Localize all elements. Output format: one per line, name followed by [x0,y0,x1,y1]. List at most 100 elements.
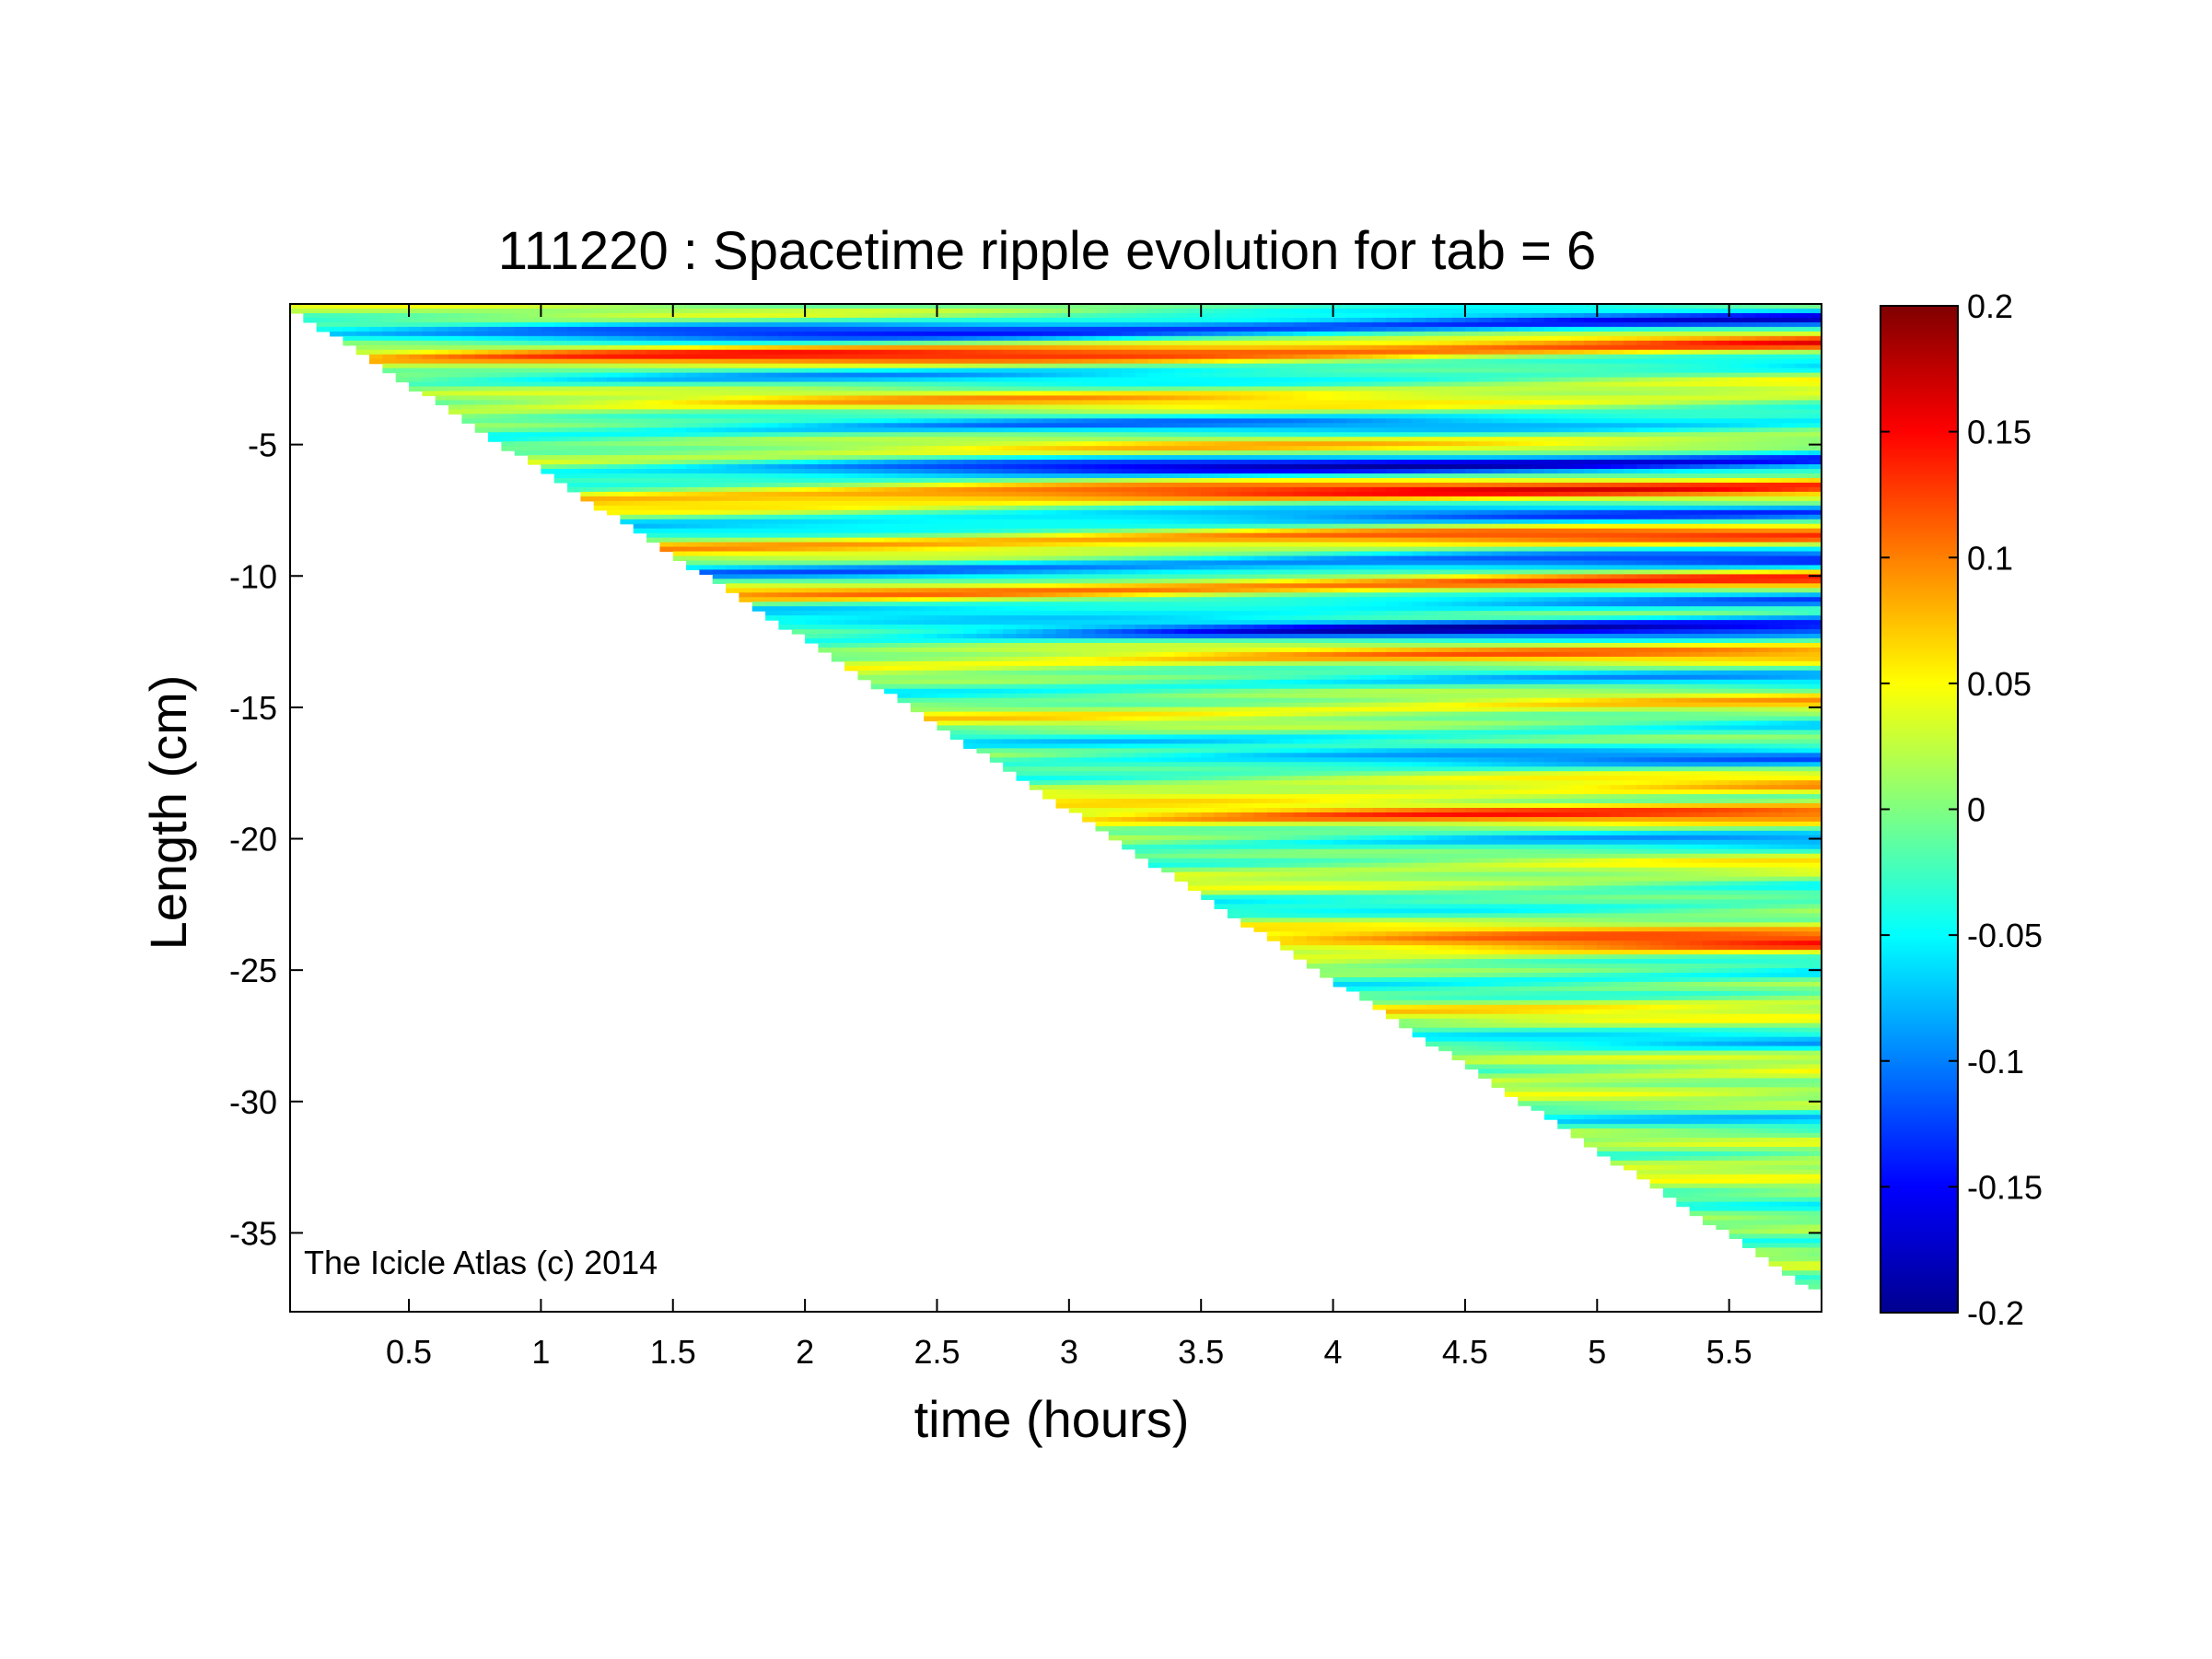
heatmap-cell [712,486,727,493]
heatmap-cell [686,331,701,337]
heatmap-cell [488,321,502,328]
heatmap-cell [1227,799,1241,804]
heatmap-cell [857,592,872,598]
heatmap-cell [1016,473,1030,479]
heatmap-cell [963,720,978,727]
heatmap-cell [949,491,964,497]
heatmap-cell [646,317,661,323]
heatmap-cell [805,537,820,543]
heatmap-cell [831,588,845,593]
heatmap-cell [949,312,964,319]
heatmap-cell [646,377,661,383]
heatmap-cell [395,363,410,369]
heatmap-cell [382,312,397,319]
heatmap-cell [448,304,462,310]
heatmap-cell [791,555,806,562]
heatmap-cell [659,537,674,543]
heatmap-cell [501,349,516,356]
heatmap-cell [949,437,964,442]
heatmap-cell [1016,519,1030,525]
heatmap-cell [1108,674,1123,681]
heatmap-cell [778,317,793,323]
heatmap-cell [924,679,938,685]
heatmap-cell [831,532,845,539]
heatmap-cell [1201,625,1216,630]
heatmap-cell [580,312,595,319]
heatmap-cell [501,321,516,328]
heatmap-cell [1082,803,1097,809]
heatmap-cell [448,326,462,333]
heatmap-cell [659,460,674,465]
heatmap-cell [924,519,938,525]
heatmap-cell [1122,583,1136,589]
heatmap-cell [989,340,1004,346]
heatmap-cell [924,583,938,589]
heatmap-cell [963,460,978,465]
heatmap-cell [1147,803,1162,809]
heatmap-cell [1095,688,1110,695]
heatmap-cell [1187,592,1202,598]
heatmap-cell [620,391,634,397]
heatmap-cell [395,335,410,342]
heatmap-cell [699,437,714,442]
heatmap-cell [620,404,634,410]
heatmap-cell [1214,771,1228,777]
heatmap-cell [659,418,674,424]
heatmap-cell [1240,514,1255,520]
heatmap-cell [1016,693,1030,699]
heatmap-cell [553,312,568,319]
heatmap-cell [1095,670,1110,676]
heatmap-cell [1095,574,1110,579]
heatmap-cell [1042,574,1057,579]
heatmap-cell [1240,469,1255,474]
heatmap-cell [791,358,806,365]
heatmap-cell [1042,317,1057,323]
heatmap-cell [659,546,674,553]
heatmap-cell [989,688,1004,695]
heatmap-cell [1108,551,1123,557]
heatmap-cell [844,491,859,497]
heatmap-cell [1068,799,1083,804]
heatmap-cell [963,597,978,602]
heatmap-cell [699,491,714,497]
heatmap-cell [751,404,766,410]
heatmap-cell [831,321,845,328]
heatmap-cell [1147,377,1162,383]
heatmap-cell [553,441,568,447]
heatmap-cell [884,615,899,621]
heatmap-cell [870,482,885,488]
heatmap-cell [1135,808,1149,813]
heatmap-cell [1095,400,1110,405]
heatmap-cell [501,340,516,346]
heatmap-cell [1068,386,1083,392]
heatmap-cell [818,381,832,388]
heatmap-cell [1147,711,1162,718]
heatmap-cell [553,473,568,479]
heatmap-cell [1003,509,1018,516]
heatmap-cell [607,372,622,379]
heatmap-cell [1068,776,1083,781]
heatmap-cell [1214,496,1228,502]
heatmap-cell [1147,597,1162,602]
heatmap-cell [1003,427,1018,433]
heatmap-cell [910,569,925,575]
heatmap-cell [699,372,714,379]
heatmap-cell [778,532,793,539]
heatmap-cell [1201,789,1216,795]
heatmap-cell [751,491,766,497]
heatmap-cell [1003,574,1018,579]
heatmap-cell [1201,725,1216,731]
heatmap-cell [1161,651,1176,658]
heatmap-cell [633,395,647,402]
heatmap-cell [976,748,991,754]
heatmap-cell [1135,381,1149,388]
heatmap-cell [884,642,899,648]
heatmap-cell [607,432,622,438]
heatmap-cell [963,372,978,379]
heatmap-cell [607,441,622,447]
heatmap-cell [501,446,516,451]
heatmap-cell [672,446,687,451]
heatmap-cell [1135,427,1149,433]
heatmap-cell [1187,629,1202,635]
heatmap-cell [963,592,978,598]
